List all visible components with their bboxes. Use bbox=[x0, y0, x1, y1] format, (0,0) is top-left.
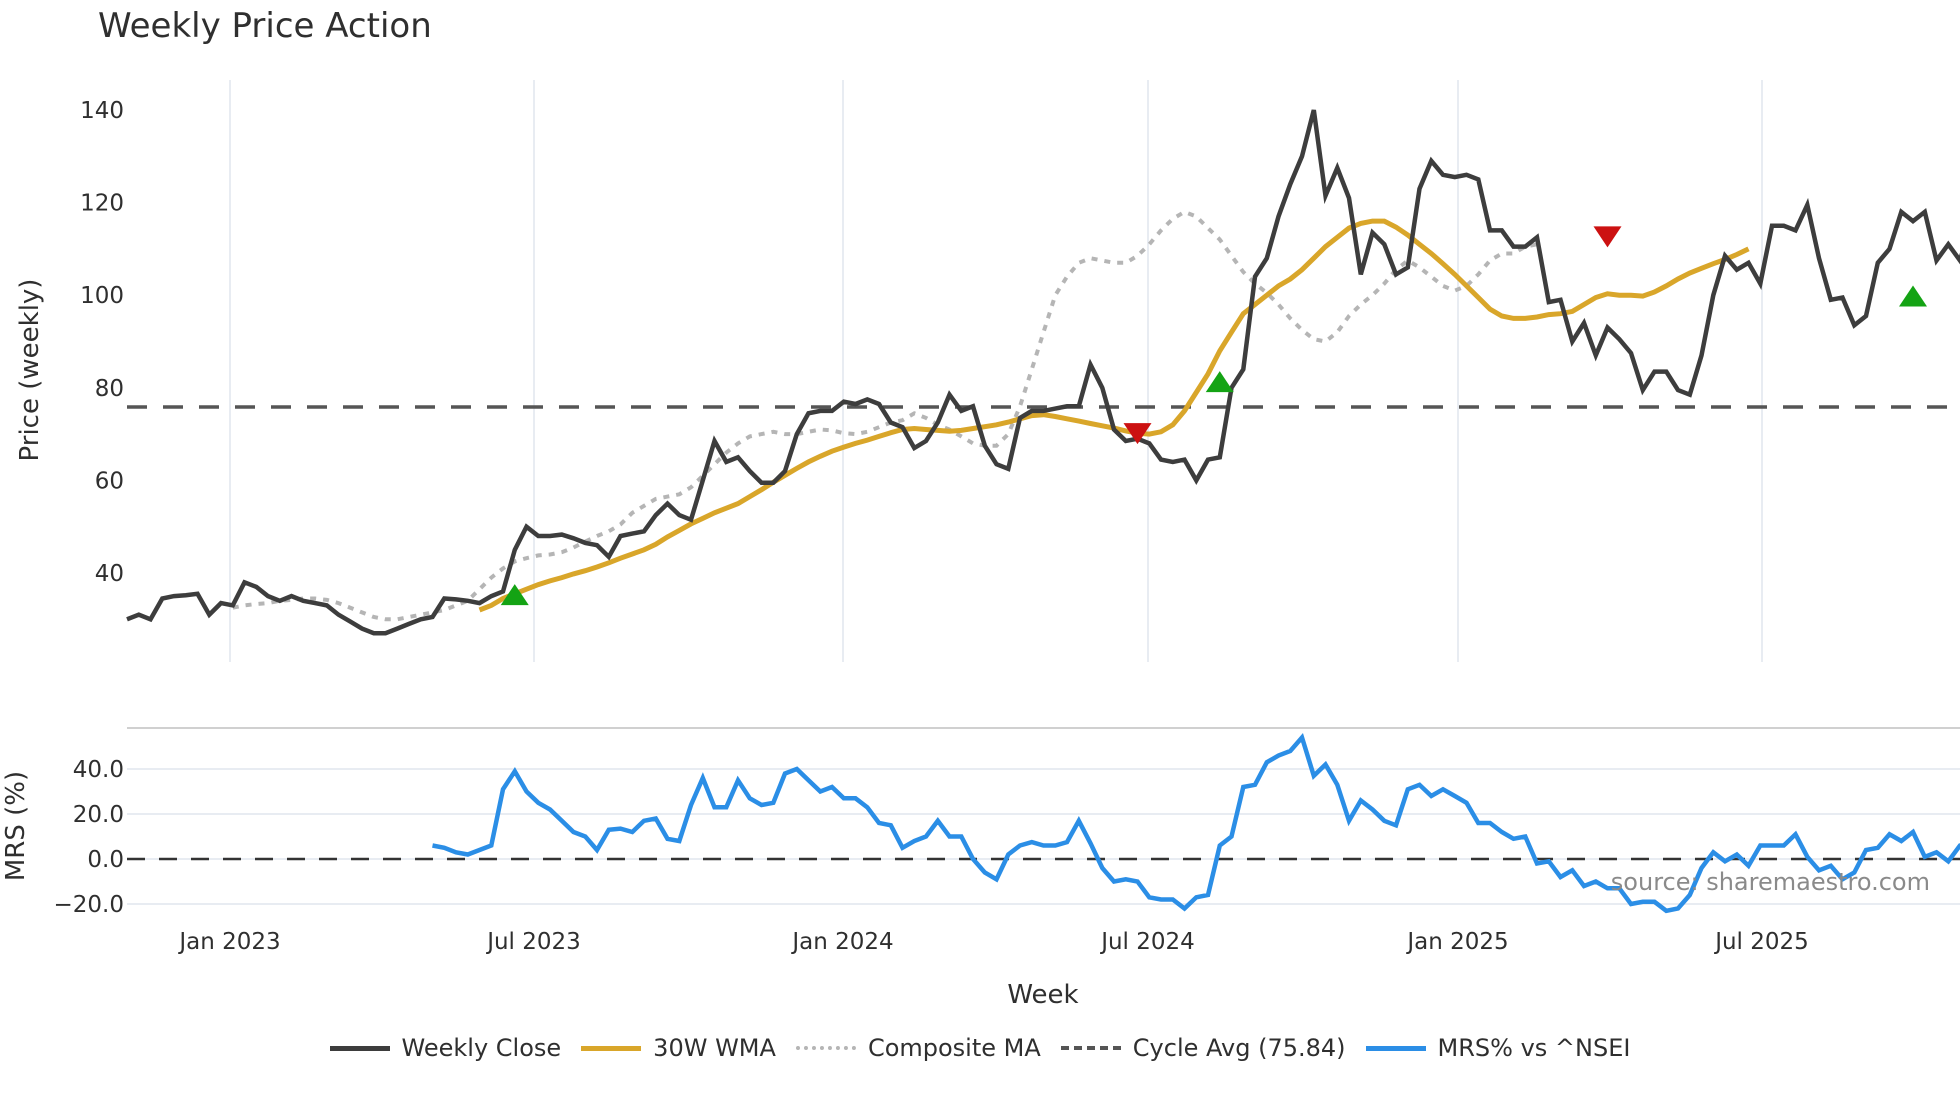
y-tick-label: 140 bbox=[80, 98, 124, 124]
y-tick-label: 120 bbox=[80, 191, 124, 217]
y-tick-label: 100 bbox=[80, 283, 124, 309]
x-tick-label: Jul 2025 bbox=[1713, 929, 1809, 955]
legend-item-cycle-avg[interactable]: Cycle Avg (75.84) bbox=[1060, 1034, 1346, 1062]
legend-swatch bbox=[581, 1045, 642, 1051]
chart-title: Weekly Price Action bbox=[98, 6, 432, 46]
legend-label: Weekly Close bbox=[401, 1034, 562, 1062]
y-tick-label: −20.0 bbox=[54, 892, 124, 918]
x-axis-ticks: Jan 2023 Jul 2023 Jan 2024 Jul 2024 Jan 2025… bbox=[177, 929, 1808, 955]
composite-ma-line bbox=[232, 209, 1538, 622]
legend-item-weekly-close[interactable]: Weekly Close bbox=[329, 1034, 562, 1062]
x-tick-label: Jan 2025 bbox=[1405, 929, 1508, 955]
x-tick-label: Jul 2024 bbox=[1099, 929, 1195, 955]
price-gridlines bbox=[229, 80, 1763, 662]
buy-signal-marker bbox=[1205, 371, 1234, 393]
legend-label: Composite MA bbox=[867, 1034, 1041, 1062]
legend-label: Cycle Avg (75.84) bbox=[1132, 1034, 1346, 1062]
legend-swatch bbox=[1060, 1046, 1121, 1050]
buy-signal-marker bbox=[500, 584, 529, 606]
y-tick-label: 40.0 bbox=[73, 757, 124, 783]
y-tick-label: 40 bbox=[95, 561, 124, 587]
price-y-axis: 40 60 80 100 120 140 bbox=[80, 98, 124, 587]
sell-signal-marker bbox=[1593, 226, 1622, 248]
y-tick-label: 0.0 bbox=[87, 847, 124, 873]
mrs-y-axis: −20.0 0.0 20.0 40.0 bbox=[54, 757, 124, 918]
legend-swatch bbox=[1365, 1045, 1426, 1051]
sell-signal-marker bbox=[1123, 423, 1152, 445]
legend-label: 30W WMA bbox=[653, 1034, 776, 1062]
legend-label: MRS% vs ^NSEI bbox=[1437, 1034, 1631, 1062]
y-tick-label: 60 bbox=[95, 468, 124, 494]
legend-item-mrs[interactable]: MRS% vs ^NSEI bbox=[1365, 1034, 1631, 1062]
x-tick-label: Jul 2023 bbox=[485, 929, 581, 955]
chart-legend: Weekly Close 30W WMA Composite MA Cycle Avg… bbox=[0, 1034, 1960, 1062]
x-tick-label: Jan 2023 bbox=[177, 929, 280, 955]
legend-item-composite-ma[interactable]: Composite MA bbox=[795, 1034, 1041, 1062]
legend-swatch bbox=[329, 1045, 390, 1051]
buy-signal-marker bbox=[1899, 285, 1927, 307]
legend-item-wma[interactable]: 30W WMA bbox=[581, 1034, 776, 1062]
mrs-line bbox=[432, 732, 1960, 914]
weekly-close-line bbox=[126, 109, 1960, 636]
mrs-y-axis-label: MRS (%) bbox=[1, 771, 31, 881]
x-axis-label: Week bbox=[1007, 980, 1078, 1010]
y-tick-label: 20.0 bbox=[73, 802, 124, 828]
legend-swatch bbox=[795, 1046, 856, 1050]
source-watermark: source: sharemaestro.com bbox=[1611, 868, 1930, 896]
x-tick-label: Jan 2024 bbox=[790, 929, 893, 955]
price-y-axis-label: Price (weekly) bbox=[15, 279, 45, 462]
y-tick-label: 80 bbox=[95, 376, 124, 402]
signal-markers bbox=[500, 226, 1927, 606]
wma-line bbox=[478, 218, 1750, 613]
